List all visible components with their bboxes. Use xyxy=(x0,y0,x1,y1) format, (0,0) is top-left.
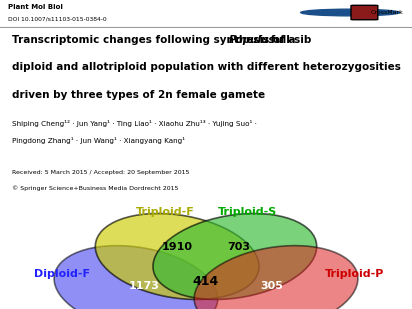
FancyBboxPatch shape xyxy=(351,5,378,20)
Text: 1173: 1173 xyxy=(129,281,159,291)
Text: 414: 414 xyxy=(193,275,219,288)
Text: diploid and allotriploid population with different heterozygosities: diploid and allotriploid population with… xyxy=(12,62,401,72)
Text: full-sib: full-sib xyxy=(267,35,311,45)
Ellipse shape xyxy=(153,214,317,299)
Text: CrossMark: CrossMark xyxy=(371,10,404,15)
Text: DOI 10.1007/s11103-015-0384-0: DOI 10.1007/s11103-015-0384-0 xyxy=(8,16,107,21)
Text: Triploid-S: Triploid-S xyxy=(218,207,277,217)
Ellipse shape xyxy=(194,246,358,309)
Text: Triploid-F: Triploid-F xyxy=(136,207,194,217)
Text: 1910: 1910 xyxy=(162,242,193,252)
Text: © Springer Science+Business Media Dordrecht 2015: © Springer Science+Business Media Dordre… xyxy=(12,185,179,191)
Text: 703: 703 xyxy=(227,242,250,252)
Ellipse shape xyxy=(54,246,218,309)
Text: Diploid-F: Diploid-F xyxy=(34,269,90,279)
Text: Transcriptomic changes following synthesis of a: Transcriptomic changes following synthes… xyxy=(12,35,300,45)
Text: driven by three types of 2n female gamete: driven by three types of 2n female gamet… xyxy=(12,90,265,100)
Circle shape xyxy=(301,9,400,16)
Text: Triploid-P: Triploid-P xyxy=(325,269,384,279)
Ellipse shape xyxy=(95,214,259,299)
Text: Received: 5 March 2015 / Accepted: 20 September 2015: Received: 5 March 2015 / Accepted: 20 Se… xyxy=(12,170,190,175)
Text: Plant Mol Biol: Plant Mol Biol xyxy=(8,4,63,10)
Text: 305: 305 xyxy=(260,281,283,291)
Text: Pingdong Zhang¹ · Jun Wang¹ · Xiangyang Kang¹: Pingdong Zhang¹ · Jun Wang¹ · Xiangyang … xyxy=(12,137,185,144)
Text: Populus: Populus xyxy=(229,35,275,45)
Text: Shiping Cheng¹² · Jun Yang¹ · Ting Liao¹ · Xiaohu Zhu¹³ · Yujing Suo¹ ·: Shiping Cheng¹² · Jun Yang¹ · Ting Liao¹… xyxy=(12,120,257,126)
